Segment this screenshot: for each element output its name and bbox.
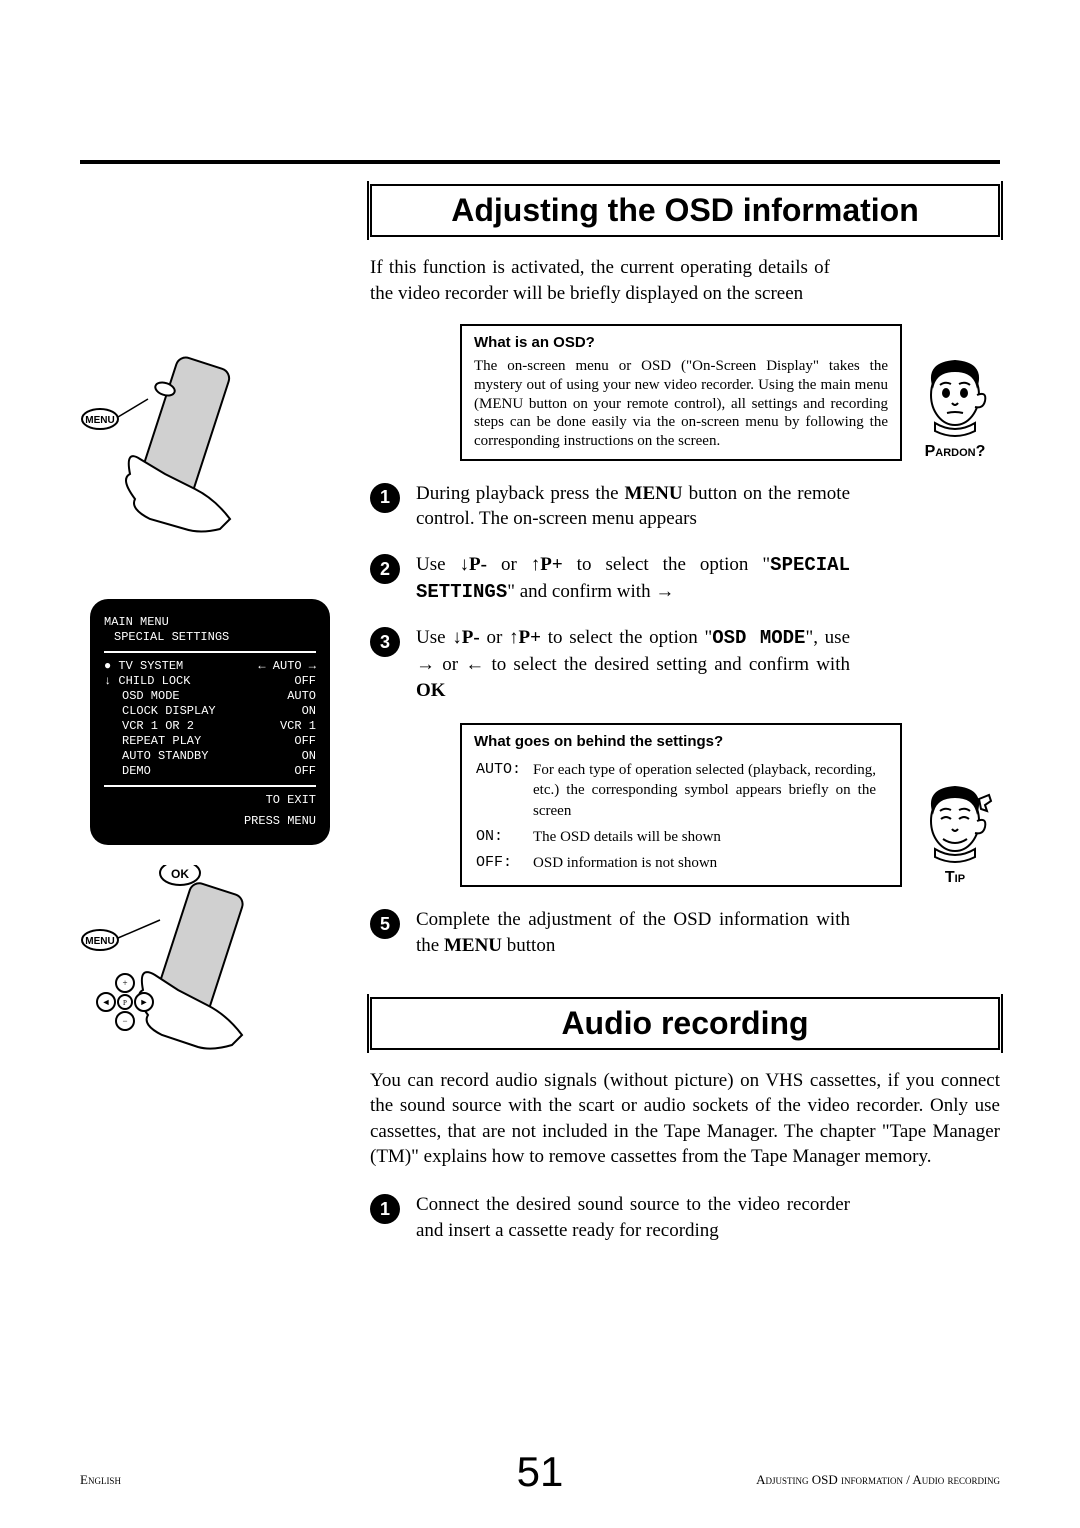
remote-hand-illustration-1: MENU: [80, 344, 280, 554]
pardon-label: Pardon?: [925, 443, 986, 461]
step-number-3: 3: [370, 627, 400, 657]
tip-callout: What goes on behind the settings? AUTO:F…: [460, 723, 1000, 887]
pardon-title: What is an OSD?: [474, 334, 888, 353]
tip-label: Tip: [945, 869, 965, 887]
tip-settings-table: AUTO:For each type of operation selected…: [474, 756, 888, 877]
svg-text:−: −: [122, 1016, 127, 1026]
step-number-2: 2: [370, 554, 400, 584]
step-number-1: 1: [370, 483, 400, 513]
pardon-body: The on-screen menu or OSD ("On-Screen Di…: [474, 357, 888, 451]
step-5-text: Complete the adjustment of the OSD infor…: [416, 907, 1000, 958]
svg-text:►: ►: [140, 997, 149, 1007]
step-3: 3 Use ↓P- or ↑P+ to select the option "O…: [370, 625, 1000, 703]
remote-hand-illustration-2: OK MENU + P − ◄ ►: [80, 865, 280, 1065]
tip-title: What goes on behind the settings?: [474, 733, 888, 752]
svg-text:◄: ◄: [102, 997, 111, 1007]
footer-language: English: [80, 1472, 121, 1488]
section-1-intro: If this function is activated, the curre…: [370, 255, 1000, 306]
step-number-5: 5: [370, 909, 400, 939]
menu-footer2: PRESS MENU: [104, 814, 316, 829]
step-number-audio-1: 1: [370, 1194, 400, 1224]
section-1-title: Adjusting the OSD information: [386, 192, 984, 229]
step-2-text: Use ↓P- or ↑P+ to select the option "SPE…: [416, 552, 1000, 605]
page-number: 51: [517, 1448, 564, 1496]
svg-text:+: +: [122, 978, 127, 988]
menu-label: MENU: [85, 415, 114, 426]
table-row: OFF:OSD information is not shown: [476, 851, 886, 875]
step-2: 2 Use ↓P- or ↑P+ to select the option "S…: [370, 552, 1000, 605]
step-3-text: Use ↓P- or ↑P+ to select the option "OSD…: [416, 625, 1000, 703]
section-2-heading: Audio recording: [370, 997, 1000, 1050]
step-5: 5 Complete the adjustment of the OSD inf…: [370, 907, 1000, 958]
table-row: AUTO:For each type of operation selected…: [476, 758, 886, 823]
pardon-face-icon: [915, 353, 995, 443]
section-1-heading: Adjusting the OSD information: [370, 184, 1000, 237]
step-1-text: During playback press the MENU button on…: [416, 481, 1000, 532]
audio-step-1-text: Connect the desired sound source to the …: [416, 1192, 1000, 1243]
left-column: MENU MAIN MENU SPECIAL SETTINGS ● TV SYS…: [80, 184, 340, 1263]
svg-text:MENU: MENU: [85, 936, 114, 947]
section-2-title: Audio recording: [386, 1005, 984, 1042]
tip-face-icon: [915, 779, 995, 869]
table-row: ON:The OSD details will be shown: [476, 825, 886, 849]
section-2-intro: You can record audio signals (without pi…: [370, 1068, 1000, 1171]
osd-menu-screen: MAIN MENU SPECIAL SETTINGS ● TV SYSTEM← …: [90, 599, 330, 845]
step-1: 1 During playback press the MENU button …: [370, 481, 1000, 532]
ok-label: OK: [171, 867, 189, 881]
pardon-callout: What is an OSD? The on-screen menu or OS…: [460, 324, 1000, 461]
menu-footer1: TO EXIT: [104, 793, 316, 808]
menu-header1: MAIN MENU: [104, 615, 316, 630]
menu-header2: SPECIAL SETTINGS: [104, 630, 316, 645]
right-column: Adjusting the OSD information If this fu…: [370, 184, 1000, 1263]
footer-section-ref: Adjusting OSD information / Audio record…: [756, 1472, 1000, 1488]
audio-step-1: 1 Connect the desired sound source to th…: [370, 1192, 1000, 1243]
page-footer: English 51 Adjusting OSD information / A…: [80, 1472, 1000, 1488]
svg-text:P: P: [123, 999, 127, 1007]
menu-items: ● TV SYSTEM← AUTO → ↓ CHILD LOCKOFF OSD …: [104, 659, 316, 779]
top-rule: [80, 160, 1000, 164]
